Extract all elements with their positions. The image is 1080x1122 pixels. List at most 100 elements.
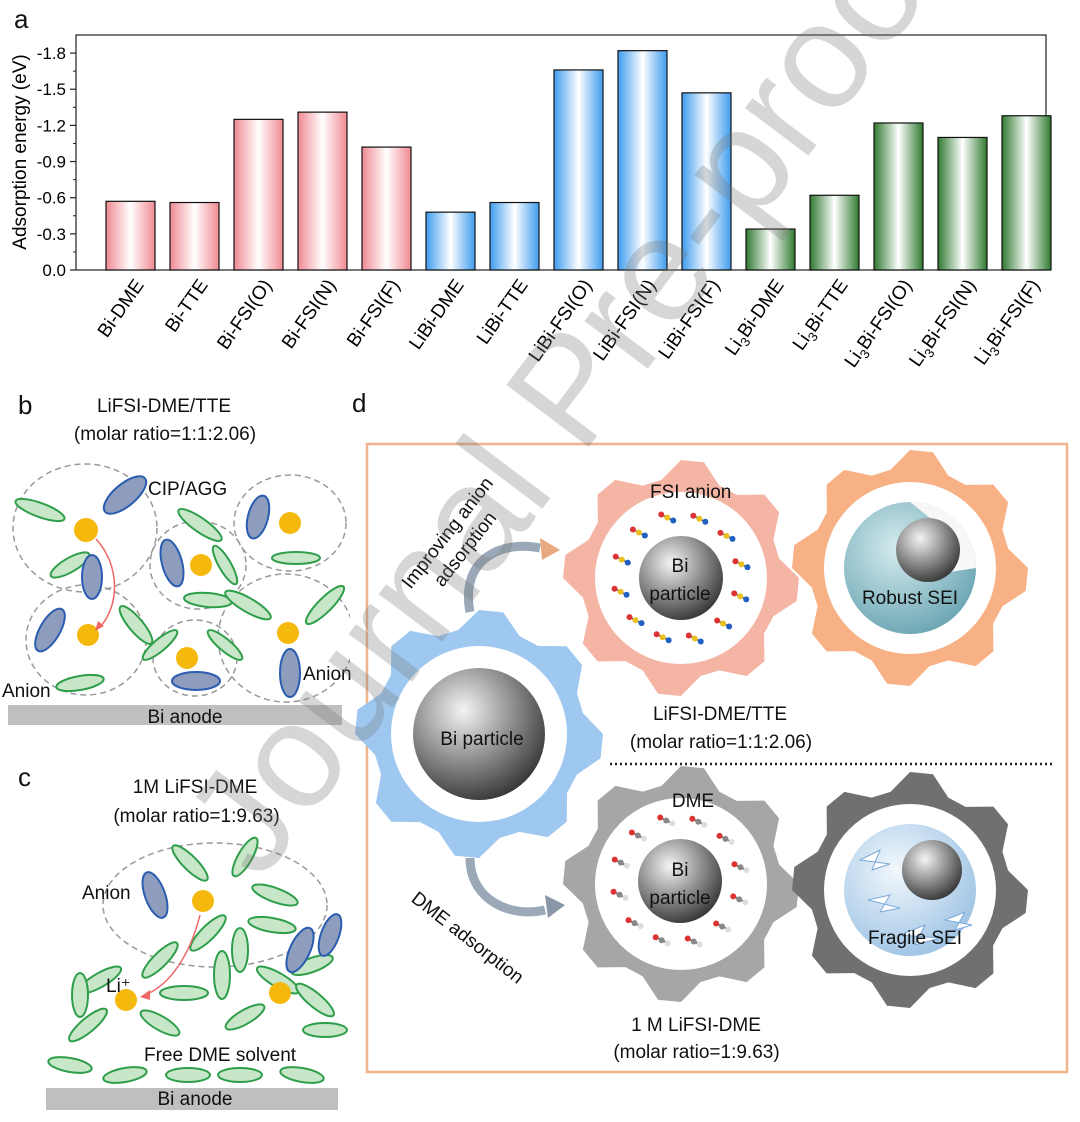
li-ion <box>115 989 137 1011</box>
fsi-molecule <box>720 620 727 627</box>
bi-particle-bottom <box>638 839 722 923</box>
dme-molecule <box>611 856 618 863</box>
top-formula-label: LiFSI-DME/TTE <box>652 704 788 725</box>
bar-bi-dme <box>105 200 156 271</box>
bar-li3bi-dme <box>745 228 796 271</box>
solvation-cluster <box>102 842 328 968</box>
dme-molecule <box>616 891 623 898</box>
y-tick-label: 0.0 <box>42 261 66 280</box>
fsi-molecule <box>641 532 648 539</box>
dme-molecule <box>695 818 702 825</box>
fsi-molecule <box>624 559 631 566</box>
fsi-molecule <box>635 529 642 536</box>
bi-anode-bar <box>8 705 342 725</box>
bar-li3bi-fsi-o- <box>873 122 924 271</box>
fsi-molecule <box>653 631 660 638</box>
li-ion <box>269 982 291 1004</box>
fsi-molecule <box>732 558 739 565</box>
bar-libi-fsi-n- <box>617 50 668 271</box>
dme-molecule <box>722 835 729 842</box>
dme-molecule <box>716 832 723 839</box>
free-dme-label: Free DME solvent <box>144 1045 297 1066</box>
fragile-sei-sphere <box>844 824 976 956</box>
dme-molecule <box>628 829 635 836</box>
dme-molecule <box>623 862 630 869</box>
bar-bi-fsi-o- <box>233 118 284 271</box>
panel-c-diagram <box>46 836 348 1110</box>
li-ion-label: Li⁺ <box>106 976 131 997</box>
bar-bi-tte <box>169 201 220 271</box>
panel-letter-a: a <box>14 4 29 34</box>
bar-libi-fsi-f- <box>681 92 732 271</box>
bottom-ratio-label: (molar ratio=1:9.63) <box>613 1042 780 1063</box>
y-tick-label: -0.9 <box>37 153 66 172</box>
dme-molecule <box>690 938 697 945</box>
y-tick-label: -0.6 <box>37 189 66 208</box>
panel-letter-d: d <box>352 388 367 418</box>
bottom-formula-label: 1 M LiFSI-DME <box>631 1015 761 1036</box>
fsi-molecule <box>744 564 751 571</box>
panel-c-title: 1M LiFSI-DME <box>132 777 258 798</box>
y-axis: 0.0 -0.3 -0.6 -0.9 -1.2 -1.5 -1.8 <box>37 44 76 280</box>
particle-label-bottom: particle <box>649 888 711 909</box>
y-tick-label: -0.3 <box>37 225 66 244</box>
y-tick-label: -1.8 <box>37 44 66 63</box>
fsi-molecule <box>702 518 709 525</box>
anion-label-left: Anion <box>2 681 51 702</box>
curved-arrow-top <box>464 541 541 613</box>
dme-molecule <box>622 894 629 901</box>
dme-molecule <box>742 899 749 906</box>
dme-molecule <box>689 815 696 822</box>
fsi-molecule <box>743 596 750 603</box>
fsi-molecule <box>670 517 677 524</box>
panel-b-diagram <box>8 463 350 725</box>
bars-group <box>105 50 1052 271</box>
li-ion <box>77 624 99 646</box>
solvation-cluster <box>233 474 347 572</box>
fsi-molecule <box>714 617 721 624</box>
fsi-molecule <box>611 585 618 592</box>
anion-label: Anion <box>82 883 131 904</box>
fsi-molecule <box>626 614 633 621</box>
solvation-cluster <box>12 463 158 593</box>
dme-molecule <box>634 832 641 839</box>
solvation-cluster <box>217 573 350 703</box>
panel-letter-b: b <box>18 390 33 420</box>
li-ion <box>190 554 212 576</box>
particle-label-top: particle <box>649 584 711 605</box>
dme-molecule <box>684 935 691 942</box>
fsi-molecule <box>723 532 730 539</box>
dme-molecule <box>725 926 732 933</box>
dme-molecule <box>637 923 644 930</box>
dme-molecule <box>652 934 659 941</box>
fsi-molecule <box>665 637 672 644</box>
bar-li3bi-fsi-n- <box>937 136 988 271</box>
y-tick-label: -1.2 <box>37 116 66 135</box>
fsi-molecule <box>664 514 671 521</box>
anion-label-right: Anion <box>303 664 352 685</box>
bi-particle-top <box>639 536 723 620</box>
dme-label: DME <box>671 791 715 812</box>
fsi-molecule <box>685 632 692 639</box>
bi-particle-sphere <box>413 668 545 800</box>
dme-molecule <box>610 888 617 895</box>
dme-molecule <box>663 817 670 824</box>
fsi-molecule <box>726 623 733 630</box>
dme-molecule <box>743 867 750 874</box>
bi-label-top: Bi <box>671 556 689 577</box>
transfer-arrow <box>144 914 201 996</box>
solvation-cluster <box>149 520 247 610</box>
panel-d-frame <box>365 442 1069 1074</box>
fsi-molecule <box>737 593 744 600</box>
dme-molecule <box>696 941 703 948</box>
bar-bi-fsi-f- <box>361 146 412 271</box>
cip-agg-label: CIP/AGG <box>148 479 228 500</box>
fsi-molecule <box>632 617 639 624</box>
bar-li3bi-tte <box>809 194 860 271</box>
fsi-molecule <box>659 634 666 641</box>
li-ion <box>74 518 98 542</box>
li-ion <box>277 622 299 644</box>
robust-sei-sphere <box>844 502 976 634</box>
fsi-molecule <box>617 588 624 595</box>
